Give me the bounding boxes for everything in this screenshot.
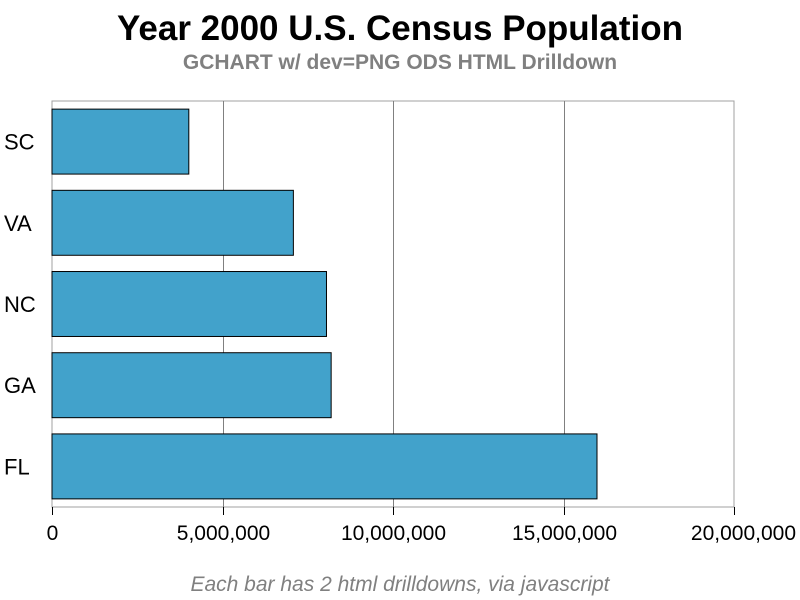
- category-label-fl: FL: [4, 454, 30, 479]
- chart-title: Year 2000 U.S. Census Population: [117, 9, 683, 48]
- bar-nc[interactable]: [51, 271, 327, 337]
- category-label-ga: GA: [4, 373, 36, 398]
- x-tick-label-3: 15,000,000: [512, 522, 617, 545]
- bar-ga[interactable]: [51, 352, 332, 419]
- chart-footnote: Each bar has 2 html drilldowns, via java…: [190, 573, 610, 596]
- category-label-sc: SC: [4, 130, 35, 155]
- x-tick-label-2: 10,000,000: [341, 522, 446, 545]
- bar-va[interactable]: [51, 189, 294, 256]
- category-label-va: VA: [4, 211, 32, 236]
- x-tick-label-0: 0: [47, 522, 59, 545]
- bar-fl[interactable]: [51, 433, 598, 500]
- x-tick-label-1: 5,000,000: [177, 522, 270, 545]
- plot-area: SC VA NC GA FL 0 5,000,000 10,000,000 15,000,000…: [4, 100, 796, 545]
- bar-sc[interactable]: [51, 108, 190, 175]
- chart-subtitle: GCHART w/ dev=PNG ODS HTML Drilldown: [183, 51, 617, 74]
- category-label-nc: NC: [4, 292, 36, 317]
- x-tick-label-4: 20,000,000: [691, 522, 796, 545]
